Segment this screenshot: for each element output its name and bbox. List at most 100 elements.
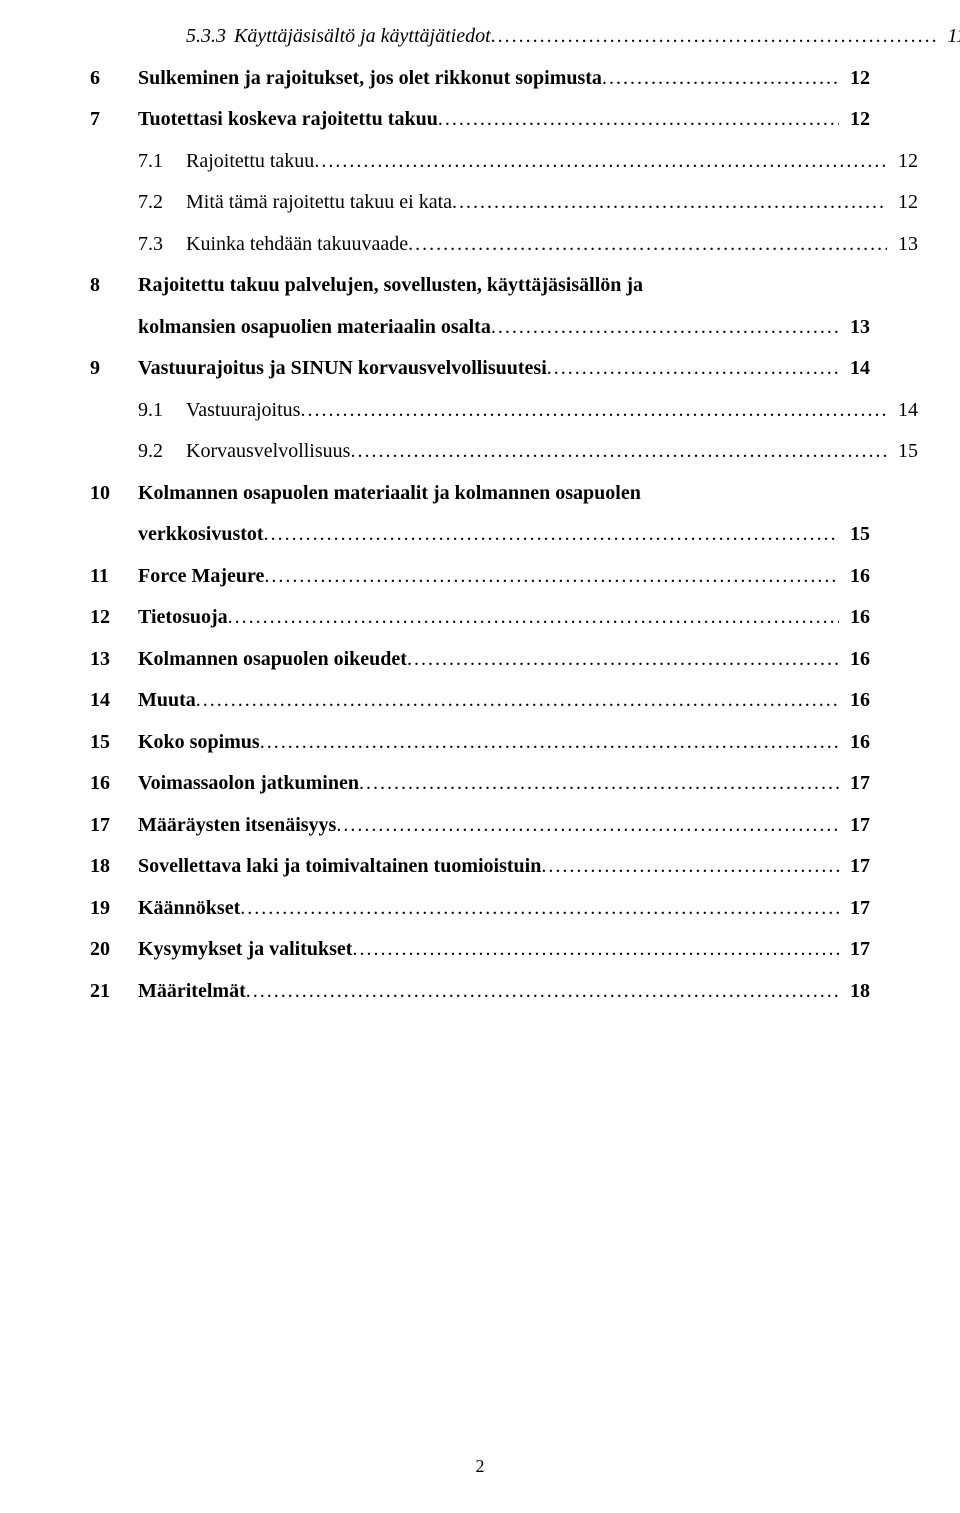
toc-entry: 15 Koko sopimus 16: [90, 722, 870, 764]
toc-entry: 9.1 Vastuurajoitus 14: [90, 390, 918, 432]
toc-entry-page: 17: [839, 888, 870, 930]
toc-entry-page: 11: [936, 16, 960, 58]
toc-entry-label: Korvausvelvollisuus: [186, 431, 350, 473]
toc-entry-number: 11: [90, 556, 138, 598]
toc-entry: 12 Tietosuoja 16: [90, 597, 870, 639]
toc-leader: [196, 680, 839, 722]
toc-entry-page: 15: [887, 431, 918, 473]
toc-entry-page: 14: [887, 390, 918, 432]
toc-entry: 20 Kysymykset ja valitukset 17: [90, 929, 870, 971]
toc-entry-page: 17: [839, 929, 870, 971]
toc-entry-number: 12: [90, 597, 138, 639]
toc-entry-number: 10: [90, 473, 138, 515]
toc-entry-page: 16: [839, 556, 870, 598]
toc-entry-label: Voimassaolon jatkuminen: [138, 763, 359, 805]
toc-leader: [264, 556, 839, 598]
toc-entry: 7 Tuotettasi koskeva rajoitettu takuu 12: [90, 99, 870, 141]
toc-entry-label: Vastuurajoitus ja SINUN korvausvelvollis…: [138, 348, 547, 390]
toc-entry-page: 17: [839, 805, 870, 847]
toc-entry-label: verkkosivustot: [138, 514, 264, 556]
toc-entry-label: Muuta: [138, 680, 196, 722]
toc-leader: [300, 390, 887, 432]
toc-entry-label: kolmansien osapuolien materiaalin osalta: [138, 307, 491, 349]
toc-leader: [260, 722, 839, 764]
toc-entry-number: 7: [90, 99, 138, 141]
toc-leader: [336, 805, 839, 847]
toc-entry-number: 7.1: [138, 141, 186, 183]
toc-entry-page: 16: [839, 639, 870, 681]
toc-entry-label: Rajoitettu takuu: [186, 141, 314, 183]
toc-entry-label: Käännökset: [138, 888, 240, 930]
toc-entry: 10 Kolmannen osapuolen materiaalit ja ko…: [90, 473, 870, 515]
toc-entry-number: 6: [90, 58, 138, 100]
toc-entry: 11 Force Majeure 16: [90, 556, 870, 598]
toc-leader: [228, 597, 839, 639]
toc-entry-number: 8: [90, 265, 138, 307]
toc-entry-label: Sovellettava laki ja toimivaltainen tuom…: [138, 846, 541, 888]
toc-leader: [541, 846, 839, 888]
toc-entry-number: 7.3: [138, 224, 186, 266]
toc-entry-label: Koko sopimus: [138, 722, 260, 764]
toc-entry-number: 15: [90, 722, 138, 764]
toc-entry-page: 17: [839, 763, 870, 805]
toc-leader: [359, 763, 839, 805]
toc-entry-number: 18: [90, 846, 138, 888]
toc-entry-label: Mitä tämä rajoitettu takuu ei kata: [186, 182, 452, 224]
toc-entry-number: 9.2: [138, 431, 186, 473]
toc-leader: [491, 16, 937, 58]
toc-entry: 8 Rajoitettu takuu palvelujen, sovellust…: [90, 265, 870, 307]
toc-entry: 17 Määräysten itsenäisyys 17: [90, 805, 870, 847]
toc-entry: 13 Kolmannen osapuolen oikeudet 16: [90, 639, 870, 681]
toc-entry-page: 15: [839, 514, 870, 556]
toc-leader: [407, 639, 839, 681]
toc-entry-number: 20: [90, 929, 138, 971]
toc-entry-page: 12: [839, 99, 870, 141]
toc-leader: [240, 888, 839, 930]
toc-entry: 19 Käännökset 17: [90, 888, 870, 930]
toc-entry-page: 14: [839, 348, 870, 390]
toc-entry: 21 Määritelmät 18: [90, 971, 870, 1013]
toc-entry: 7.1 Rajoitettu takuu 12: [90, 141, 918, 183]
toc-leader: [408, 224, 887, 266]
toc-entry-number: 19: [90, 888, 138, 930]
toc-entry-page: 12: [887, 141, 918, 183]
toc-entry-label: Kolmannen osapuolen oikeudet: [138, 639, 407, 681]
toc-entry-number: 9.1: [138, 390, 186, 432]
toc-entry-page: 16: [839, 680, 870, 722]
toc-entry-number: 7.2: [138, 182, 186, 224]
toc-entry-number: 5.3.3: [186, 16, 234, 58]
toc-entry-page: 16: [839, 597, 870, 639]
toc-entry: 9 Vastuurajoitus ja SINUN korvausvelvoll…: [90, 348, 870, 390]
toc-entry-continuation: verkkosivustot 15: [90, 514, 870, 556]
toc-leader: [350, 431, 887, 473]
toc-entry-label: Kolmannen osapuolen materiaalit ja kolma…: [138, 473, 641, 515]
page-number: 2: [0, 1456, 960, 1477]
toc-leader: [352, 929, 839, 971]
toc-leader: [246, 971, 839, 1013]
toc-entry: 7.2 Mitä tämä rajoitettu takuu ei kata 1…: [90, 182, 918, 224]
toc-entry-page: 13: [887, 224, 918, 266]
toc-leader: [264, 514, 839, 556]
toc-entry-page: 16: [839, 722, 870, 764]
toc-entry-page: 18: [839, 971, 870, 1013]
toc-entry: 7.3 Kuinka tehdään takuuvaade 13: [90, 224, 918, 266]
toc-entry-number: 9: [90, 348, 138, 390]
toc-entry-continuation: kolmansien osapuolien materiaalin osalta…: [90, 307, 870, 349]
toc-entry-number: 14: [90, 680, 138, 722]
toc-entry: 6 Sulkeminen ja rajoitukset, jos olet ri…: [90, 58, 870, 100]
toc-entry-number: 16: [90, 763, 138, 805]
toc-entry-label: Määritelmät: [138, 971, 246, 1013]
toc-leader: [491, 307, 839, 349]
toc-entry-page: 12: [887, 182, 918, 224]
toc-entry-page: 13: [839, 307, 870, 349]
toc-entry-label: Rajoitettu takuu palvelujen, sovellusten…: [138, 265, 643, 307]
toc-entry-page: 17: [839, 846, 870, 888]
toc-entry-label: Sulkeminen ja rajoitukset, jos olet rikk…: [138, 58, 602, 100]
toc-entry-number: 21: [90, 971, 138, 1013]
toc-entry-label: Vastuurajoitus: [186, 390, 300, 432]
toc-leader: [547, 348, 839, 390]
toc-entry-label: Force Majeure: [138, 556, 264, 598]
toc-entry-number: 13: [90, 639, 138, 681]
toc-entry-label: Määräysten itsenäisyys: [138, 805, 336, 847]
toc-entry-page: 12: [839, 58, 870, 100]
